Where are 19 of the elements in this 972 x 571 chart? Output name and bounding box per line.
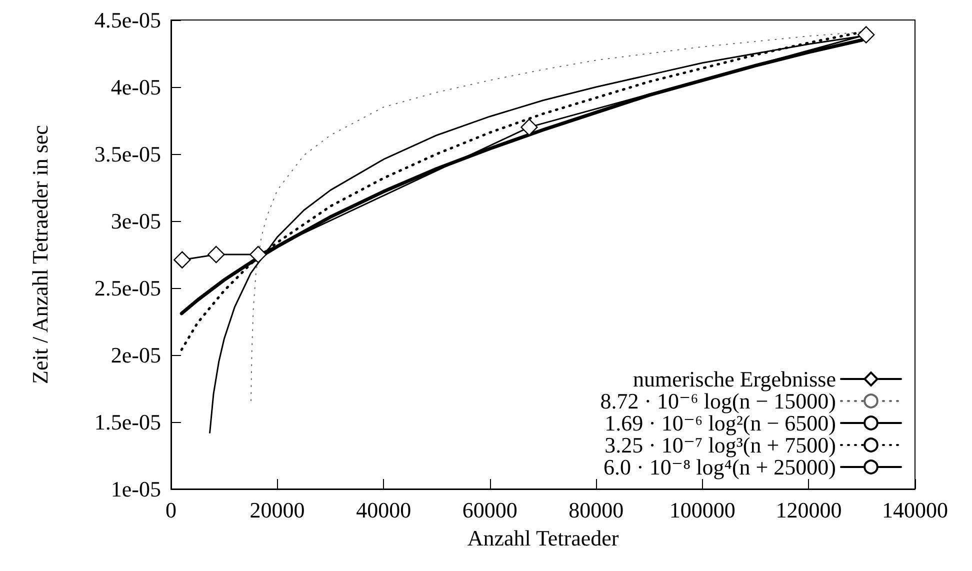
x-tick-label: 60000: [462, 498, 518, 522]
y-tick-label: 2e-05: [110, 342, 161, 368]
legend-label: numerische Ergebnisse: [632, 366, 836, 392]
x-tick-label: 20000: [250, 498, 305, 522]
x-tick-label: 140000: [882, 498, 948, 522]
y-tick-label: 3e-05: [110, 208, 161, 234]
x-tick-label: 40000: [356, 498, 412, 522]
y-tick-label: 4.5e-05: [94, 8, 161, 32]
y-axis-title: Zeit / Anzahl Tetraeder in sec: [28, 124, 52, 384]
y-tick-label: 4e-05: [110, 74, 161, 100]
y-tick-label: 1e-05: [110, 476, 161, 502]
y-tick-label: 1.5e-05: [94, 410, 161, 434]
x-axis-title: Anzahl Tetraeder: [467, 526, 620, 550]
y-tick-label: 2.5e-05: [94, 276, 161, 300]
y-tick-label: 3.5e-05: [94, 142, 161, 166]
x-tick-label: 80000: [568, 498, 624, 522]
x-tick-label: 120000: [776, 498, 842, 522]
x-tick-label: 0: [166, 498, 176, 522]
x-tick-label: 100000: [669, 498, 736, 522]
